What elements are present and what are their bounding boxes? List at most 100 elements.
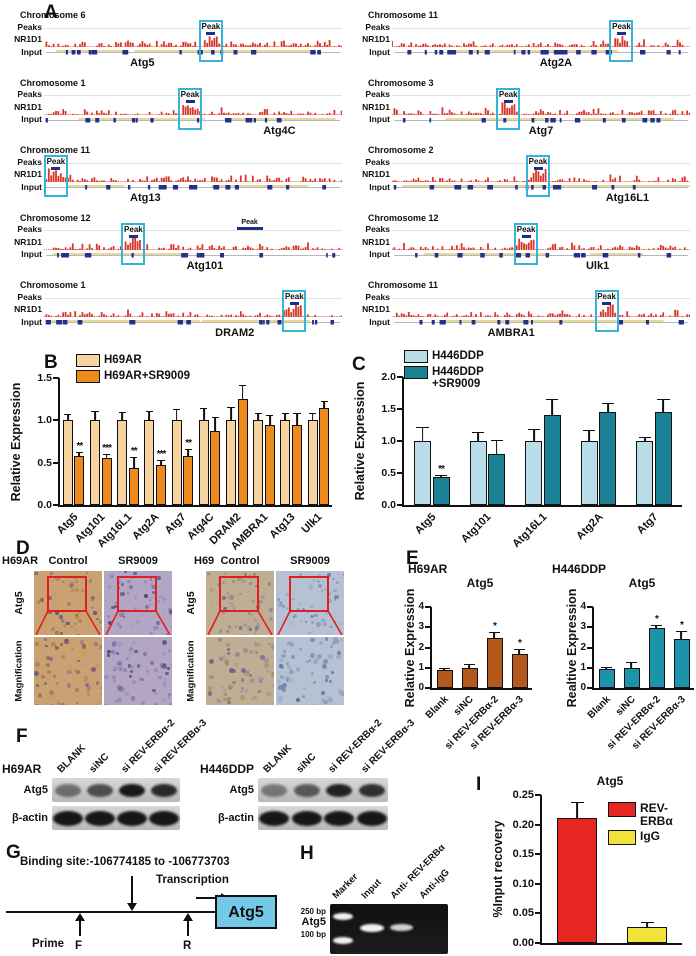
tissue-cell-dot	[165, 671, 169, 676]
tissue-cell-dot	[116, 642, 122, 648]
track-row-peaks: Peaks	[4, 225, 342, 235]
error-bar	[583, 430, 596, 441]
input-gene-structure	[394, 252, 688, 257]
input-gene-structure	[46, 50, 340, 55]
tissue-cell-dot	[137, 677, 141, 681]
tissue-cell-dot	[93, 640, 98, 645]
tissue-cell-dot	[53, 695, 56, 699]
transcription-label: Transcription	[156, 874, 229, 886]
y-tick-mark	[397, 472, 403, 474]
tissue-cell-dot	[313, 658, 319, 664]
chart-title: Atg5	[466, 576, 494, 590]
tissue-cell-dot	[121, 583, 125, 587]
legend-entry: H69AR+SR9009	[76, 370, 190, 383]
tissue-cell-dot	[281, 683, 287, 688]
peak-highlight-box: Peak	[43, 155, 68, 197]
track-row-input: Input	[4, 317, 342, 327]
tissue-cell-dot	[217, 700, 221, 704]
input-gene-structure	[393, 185, 690, 190]
tissue-cell-dot	[113, 666, 118, 671]
tissue-cell-dot	[120, 592, 125, 597]
input-row-label: Input	[369, 114, 390, 125]
bar-Atg13	[291, 424, 302, 505]
legend-entry: H446DDP +SR9009	[404, 366, 502, 390]
track-row-nr1d1: NR1D1	[352, 99, 690, 115]
chart-title: Atg5	[596, 774, 624, 788]
tissue-cell-dot	[218, 656, 223, 661]
roi-overlay	[207, 576, 273, 635]
input-row-label: Input	[21, 114, 42, 125]
tissue-cell-dot	[34, 641, 39, 646]
tissue-cell-dot	[144, 604, 149, 609]
legend-label: REV-ERBα	[640, 801, 673, 828]
error-bar	[281, 412, 290, 421]
primer-r-label: R	[183, 940, 192, 952]
tissue-cell-dot	[107, 616, 111, 620]
tissue-cell-dot	[329, 644, 334, 649]
tissue-cell-dot	[124, 571, 127, 574]
tissue-cell-dot	[117, 684, 122, 690]
y-tick-label: 2.0	[381, 371, 396, 383]
bar-IgG	[627, 927, 667, 943]
bar-AMBRA1	[264, 424, 275, 505]
tissue-cell-dot	[60, 619, 64, 623]
tissue-cell-dot	[254, 651, 258, 655]
tissue-cell-dot	[131, 679, 137, 685]
tissue-cell-dot	[220, 597, 223, 600]
tissue-cell-dot	[148, 603, 151, 606]
bar-Atg16L1	[525, 441, 543, 505]
y-tick-label: 0.10	[512, 877, 534, 890]
tissue-cell-dot	[231, 668, 236, 673]
input-row-label: Input	[369, 249, 390, 260]
tissue-cell-dot	[231, 603, 235, 607]
legend-entry: H69AR	[76, 354, 178, 367]
tissue-cell-dot	[48, 689, 54, 695]
tissue-cell-dot	[44, 682, 47, 685]
peak-highlight-box: Peak	[609, 20, 634, 62]
tissue-cell-dot	[74, 587, 79, 592]
tissue-cell-dot	[310, 614, 314, 619]
peaks-baseline	[392, 27, 690, 29]
tissue-cell-dot	[101, 699, 102, 705]
tissue-cell-dot	[317, 583, 322, 588]
tissue-cell-dot	[130, 665, 135, 669]
tissue-cell-dot	[144, 594, 149, 598]
chromosome-label: Chromosome 11	[368, 280, 439, 290]
tissue-cell-dot	[333, 598, 337, 601]
tissue-cell-dot	[316, 622, 321, 627]
nr1d1-signal	[44, 36, 342, 47]
tissue-cell-dot	[322, 618, 327, 623]
tissue-cell-dot	[95, 680, 100, 685]
genome-track-atg4c: Chromosome 1 Peaks NR1D1 Input Peak Atg4C	[4, 78, 344, 144]
tissue-cell-dot	[88, 613, 92, 616]
dna-band	[360, 924, 384, 932]
tissue-cell-dot	[51, 579, 55, 583]
track-row-nr1d1: NR1D1	[352, 32, 690, 47]
tissue-cell-dot	[111, 605, 116, 610]
tissue-cell-dot	[71, 646, 75, 651]
tissue-cell-dot	[46, 656, 51, 660]
tissue-cell-dot	[116, 622, 121, 627]
tissue-cell-dot	[46, 669, 51, 674]
peak-highlight-box: Peak	[282, 290, 307, 332]
tissue-cell-dot	[286, 592, 290, 596]
tissue-cell-dot	[37, 692, 43, 698]
tissue-cell-dot	[50, 642, 56, 648]
tissue-cell-dot	[128, 649, 134, 655]
ihc-image-magnified-3	[276, 637, 344, 705]
peaks-row-label: Peaks	[17, 224, 42, 235]
input-row-label: Input	[369, 46, 390, 57]
nr1d1-signal-area	[392, 302, 690, 317]
bar-DRAM2	[237, 399, 248, 505]
bar-REV-ERBα	[557, 817, 597, 943]
tissue-cell-dot	[80, 589, 84, 592]
tissue-cell-dot	[310, 638, 315, 643]
significance-marker: ***	[102, 443, 112, 455]
chart-plot-area: 0.0 0.5 1.0 1.5 2.0 **	[381, 372, 682, 510]
col-header-control-1: Control	[48, 555, 88, 567]
tissue-cell-dot	[75, 701, 79, 705]
tissue-cell-dot	[234, 625, 238, 628]
peaks-track-area	[44, 225, 342, 235]
y-tick-mark	[587, 606, 593, 608]
tissue-cell-dot	[167, 667, 171, 671]
